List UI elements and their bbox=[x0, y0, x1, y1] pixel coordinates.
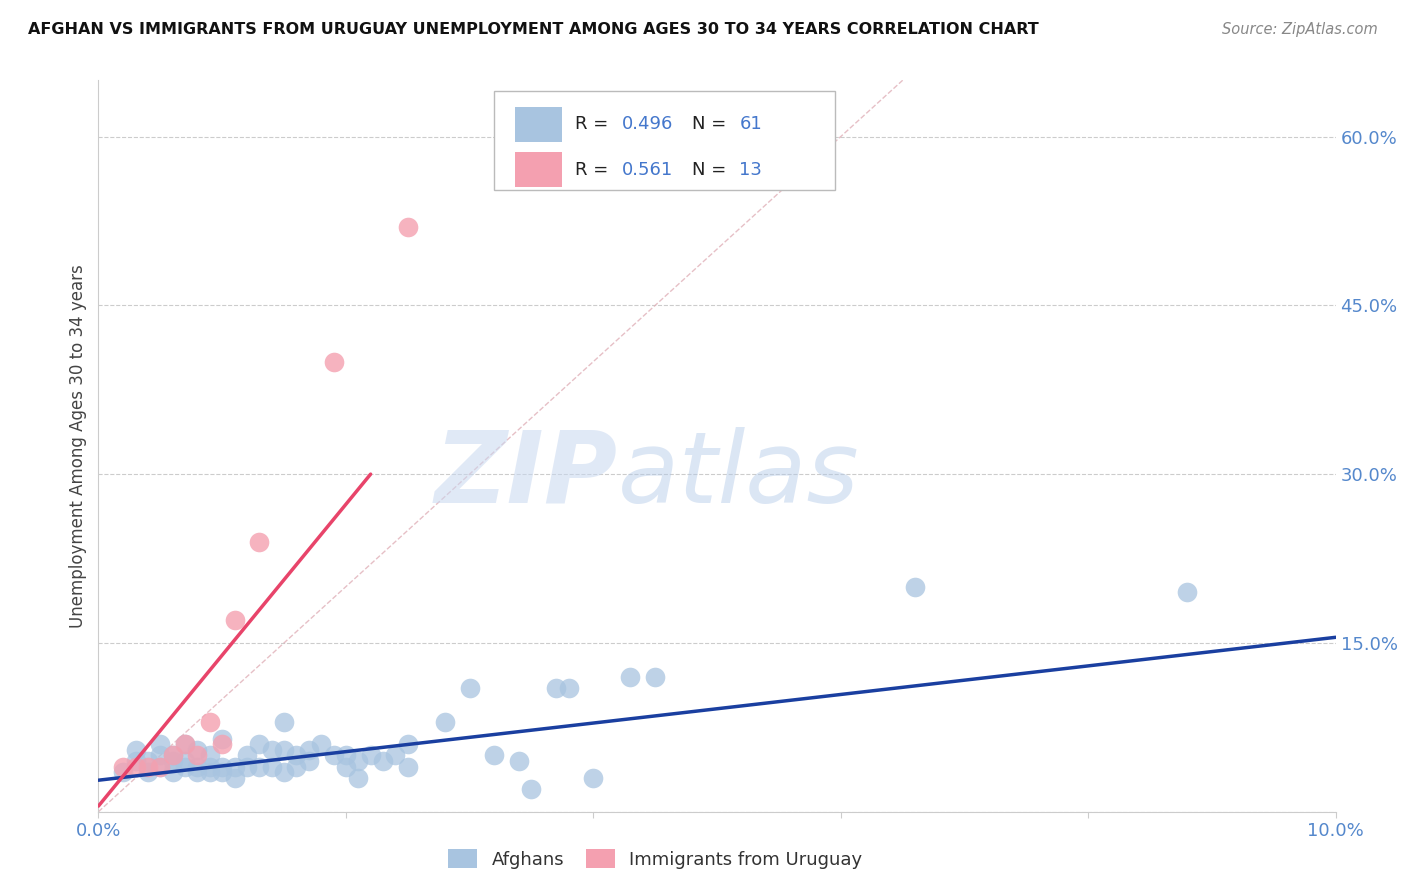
Text: R =: R = bbox=[575, 115, 614, 133]
Point bbox=[273, 765, 295, 780]
Point bbox=[260, 743, 283, 757]
Point bbox=[247, 760, 270, 774]
Point bbox=[309, 737, 332, 751]
Point bbox=[224, 614, 246, 628]
Text: N =: N = bbox=[692, 115, 733, 133]
Point bbox=[582, 771, 605, 785]
FancyBboxPatch shape bbox=[516, 107, 562, 142]
Point bbox=[298, 743, 321, 757]
Text: 13: 13 bbox=[740, 161, 762, 179]
Point bbox=[211, 760, 233, 774]
Point bbox=[162, 754, 184, 768]
Point bbox=[198, 765, 221, 780]
Point bbox=[211, 731, 233, 746]
Point bbox=[124, 760, 146, 774]
Point bbox=[162, 748, 184, 763]
Point bbox=[112, 760, 135, 774]
Point bbox=[136, 754, 159, 768]
Point bbox=[149, 760, 172, 774]
Point bbox=[247, 534, 270, 549]
Point bbox=[224, 771, 246, 785]
Point bbox=[136, 765, 159, 780]
FancyBboxPatch shape bbox=[495, 91, 835, 190]
Point bbox=[322, 354, 344, 368]
Point bbox=[396, 760, 419, 774]
Point bbox=[371, 754, 394, 768]
Point bbox=[273, 714, 295, 729]
Point bbox=[124, 743, 146, 757]
Point bbox=[174, 737, 197, 751]
Point bbox=[335, 760, 357, 774]
Point bbox=[174, 754, 197, 768]
Point bbox=[211, 737, 233, 751]
Point bbox=[224, 760, 246, 774]
Point bbox=[285, 748, 308, 763]
Point bbox=[247, 737, 270, 751]
Point bbox=[360, 748, 382, 763]
Text: ZIP: ZIP bbox=[434, 426, 619, 524]
Text: 0.496: 0.496 bbox=[621, 115, 673, 133]
Text: AFGHAN VS IMMIGRANTS FROM URUGUAY UNEMPLOYMENT AMONG AGES 30 TO 34 YEARS CORRELA: AFGHAN VS IMMIGRANTS FROM URUGUAY UNEMPL… bbox=[28, 22, 1039, 37]
Point bbox=[186, 748, 208, 763]
Point bbox=[508, 754, 530, 768]
Point bbox=[546, 681, 568, 695]
Point bbox=[298, 754, 321, 768]
Point bbox=[904, 580, 927, 594]
Point bbox=[149, 737, 172, 751]
Point bbox=[211, 765, 233, 780]
Point bbox=[347, 771, 370, 785]
Point bbox=[186, 760, 208, 774]
Point bbox=[335, 748, 357, 763]
Point bbox=[433, 714, 456, 729]
Point bbox=[347, 754, 370, 768]
Point bbox=[557, 681, 579, 695]
Point bbox=[136, 760, 159, 774]
Point bbox=[458, 681, 481, 695]
Text: 0.561: 0.561 bbox=[621, 161, 673, 179]
Point bbox=[260, 760, 283, 774]
Text: R =: R = bbox=[575, 161, 614, 179]
Point bbox=[236, 760, 259, 774]
Point bbox=[174, 737, 197, 751]
Point bbox=[162, 765, 184, 780]
Point bbox=[644, 670, 666, 684]
Y-axis label: Unemployment Among Ages 30 to 34 years: Unemployment Among Ages 30 to 34 years bbox=[69, 264, 87, 628]
Point bbox=[322, 748, 344, 763]
Point bbox=[198, 760, 221, 774]
Point bbox=[186, 765, 208, 780]
Text: 61: 61 bbox=[740, 115, 762, 133]
Point bbox=[285, 760, 308, 774]
Point bbox=[384, 748, 406, 763]
FancyBboxPatch shape bbox=[516, 153, 562, 187]
Point bbox=[396, 737, 419, 751]
Point bbox=[162, 748, 184, 763]
Point bbox=[112, 765, 135, 780]
Text: atlas: atlas bbox=[619, 426, 859, 524]
Point bbox=[198, 748, 221, 763]
Point bbox=[124, 754, 146, 768]
Point bbox=[619, 670, 641, 684]
Point bbox=[520, 782, 543, 797]
Point bbox=[149, 748, 172, 763]
Text: Source: ZipAtlas.com: Source: ZipAtlas.com bbox=[1222, 22, 1378, 37]
Point bbox=[484, 748, 506, 763]
Point bbox=[1175, 585, 1198, 599]
Point bbox=[198, 714, 221, 729]
Point bbox=[396, 219, 419, 234]
Point bbox=[186, 743, 208, 757]
Point bbox=[149, 760, 172, 774]
Legend: Afghans, Immigrants from Uruguay: Afghans, Immigrants from Uruguay bbox=[441, 842, 869, 876]
Point bbox=[236, 748, 259, 763]
Point bbox=[174, 760, 197, 774]
Point bbox=[273, 743, 295, 757]
Text: N =: N = bbox=[692, 161, 733, 179]
